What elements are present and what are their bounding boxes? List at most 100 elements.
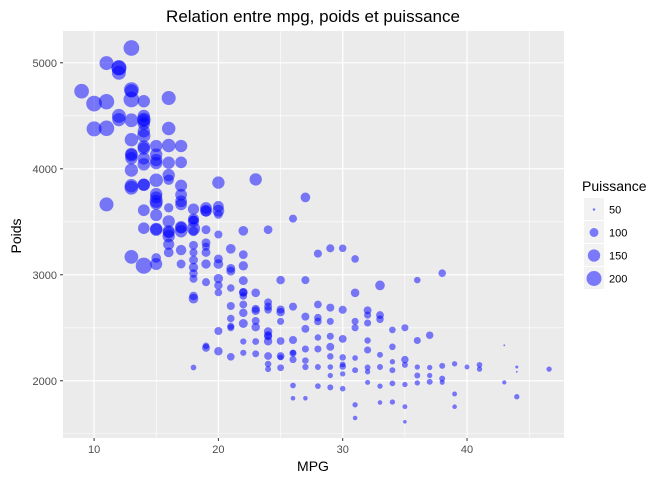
data-point bbox=[301, 324, 310, 333]
data-points bbox=[74, 40, 552, 424]
data-point bbox=[326, 303, 335, 312]
data-point bbox=[413, 336, 421, 345]
data-point bbox=[389, 399, 396, 405]
data-point bbox=[189, 248, 198, 257]
legend-label: 50 bbox=[609, 205, 621, 217]
data-point bbox=[176, 259, 186, 269]
data-point bbox=[124, 250, 139, 264]
data-point bbox=[163, 238, 175, 250]
data-point bbox=[86, 121, 102, 137]
y-axis: 2000 3000 4000 5000 bbox=[33, 58, 63, 388]
data-point bbox=[111, 108, 126, 123]
data-point bbox=[364, 369, 371, 375]
data-point bbox=[365, 379, 371, 385]
data-point bbox=[402, 381, 408, 388]
data-point bbox=[327, 372, 333, 379]
data-point bbox=[327, 353, 334, 360]
data-point bbox=[364, 346, 372, 354]
data-point bbox=[276, 337, 285, 345]
data-point bbox=[352, 355, 358, 361]
y-tick-label: 4000 bbox=[33, 164, 57, 176]
data-point bbox=[301, 312, 310, 321]
data-point bbox=[315, 383, 321, 389]
y-tick-label: 3000 bbox=[33, 270, 57, 282]
data-point bbox=[162, 229, 175, 243]
data-point bbox=[339, 385, 346, 392]
data-point bbox=[227, 322, 235, 330]
data-point bbox=[150, 209, 163, 222]
data-point bbox=[314, 345, 322, 353]
data-point bbox=[214, 281, 223, 290]
data-point bbox=[276, 305, 285, 314]
data-point bbox=[162, 156, 175, 169]
data-point bbox=[451, 361, 458, 367]
legend-label: 200 bbox=[609, 274, 627, 286]
data-point bbox=[515, 365, 519, 369]
data-point bbox=[301, 345, 309, 353]
data-point bbox=[438, 269, 446, 277]
legend: Puissance 50 100 150 200 bbox=[582, 178, 647, 289]
data-point bbox=[326, 332, 334, 340]
data-point bbox=[414, 380, 420, 386]
data-point bbox=[427, 372, 433, 379]
data-point bbox=[164, 203, 174, 213]
data-point bbox=[99, 56, 114, 71]
data-point bbox=[277, 354, 284, 361]
data-point bbox=[426, 378, 433, 385]
data-point bbox=[351, 317, 359, 325]
data-point bbox=[389, 367, 396, 374]
y-tick-label: 5000 bbox=[33, 58, 57, 70]
y-tick-label: 2000 bbox=[33, 376, 57, 388]
data-point bbox=[150, 223, 163, 236]
data-point bbox=[212, 176, 225, 189]
data-point bbox=[401, 361, 408, 368]
data-point bbox=[352, 367, 359, 374]
data-point bbox=[351, 255, 359, 263]
x-tick-label: 20 bbox=[212, 444, 224, 456]
data-point bbox=[99, 197, 114, 212]
data-point bbox=[401, 324, 409, 332]
data-point bbox=[163, 247, 174, 258]
data-point bbox=[464, 364, 470, 370]
data-point bbox=[251, 306, 260, 316]
data-point bbox=[225, 243, 236, 254]
data-point bbox=[214, 346, 223, 356]
data-point bbox=[452, 391, 458, 397]
data-point bbox=[150, 139, 163, 153]
data-point bbox=[200, 205, 212, 217]
data-point bbox=[137, 204, 150, 217]
data-point bbox=[264, 360, 272, 368]
data-point bbox=[300, 192, 311, 203]
data-point bbox=[137, 142, 150, 155]
data-point bbox=[238, 250, 248, 259]
data-point bbox=[288, 214, 298, 223]
data-point bbox=[389, 326, 396, 334]
data-point bbox=[326, 342, 335, 351]
legend-symbol bbox=[589, 228, 599, 237]
data-point bbox=[476, 362, 483, 368]
data-point bbox=[439, 362, 446, 369]
data-point bbox=[111, 65, 126, 80]
data-point bbox=[213, 273, 224, 284]
data-point bbox=[150, 257, 163, 271]
data-point bbox=[86, 95, 102, 112]
data-point bbox=[174, 139, 188, 153]
data-point bbox=[190, 364, 197, 371]
data-point bbox=[327, 364, 334, 370]
legend-symbol bbox=[586, 271, 602, 286]
data-point bbox=[389, 343, 396, 351]
data-point bbox=[251, 288, 261, 298]
data-point bbox=[263, 225, 273, 235]
data-point bbox=[189, 255, 198, 265]
data-point bbox=[364, 337, 371, 344]
data-point bbox=[240, 349, 247, 356]
data-point bbox=[338, 334, 347, 343]
data-point bbox=[352, 402, 358, 408]
data-point bbox=[326, 244, 335, 253]
data-point bbox=[277, 364, 284, 372]
data-point bbox=[161, 138, 176, 153]
data-point bbox=[290, 382, 296, 389]
data-point bbox=[439, 375, 446, 382]
data-point bbox=[137, 109, 150, 123]
data-point bbox=[302, 357, 309, 364]
